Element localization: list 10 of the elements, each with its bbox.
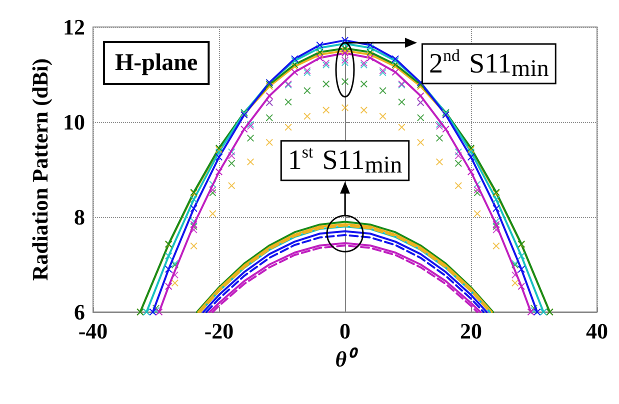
annotation: H-plane (115, 50, 198, 76)
x-tick-label: 40 (586, 318, 608, 344)
y-tick-label: 8 (74, 204, 85, 230)
y-tick-label: 12 (63, 14, 85, 40)
y-axis-title: Radiation Pattern (dBi) (28, 58, 52, 281)
x-tick-label: -20 (204, 318, 234, 344)
x-axis-title: θ⁰ (335, 346, 359, 372)
x-tick-label: 0 (340, 318, 350, 344)
y-tick-label: 10 (63, 110, 85, 134)
x-tick-label: 20 (460, 318, 482, 344)
